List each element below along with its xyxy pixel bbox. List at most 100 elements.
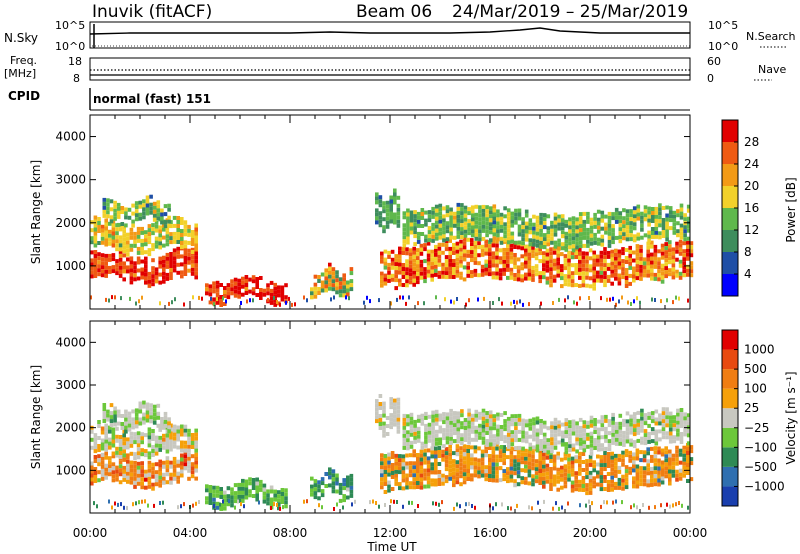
power-echo-cell xyxy=(621,275,625,280)
power-colorbar-cell xyxy=(722,120,738,142)
power-echo-cell xyxy=(419,263,424,268)
power-echo-cell xyxy=(622,236,626,241)
velocity-echo-cell xyxy=(503,427,507,432)
power-echo-cell xyxy=(570,251,575,256)
velocity-echo-cell xyxy=(180,457,184,462)
power-echo-cell xyxy=(387,254,391,259)
power-echo-cell xyxy=(416,215,421,220)
power-echo-cell xyxy=(116,222,121,227)
power-echo-cell xyxy=(599,250,604,255)
power-echo-cell xyxy=(140,267,144,272)
power-echo-cell xyxy=(593,220,597,225)
velocity-echo-cell xyxy=(444,467,449,472)
velocity-echo-cell xyxy=(603,467,607,471)
power-echo-cell xyxy=(549,283,553,288)
velocity-echo-cell xyxy=(600,443,605,448)
velocity-echo-cell xyxy=(124,421,128,426)
power-echo-cell xyxy=(394,270,398,275)
velocity-echo-cell xyxy=(676,420,680,425)
power-echo-cell xyxy=(328,278,332,283)
power-echo-cell xyxy=(176,240,180,244)
power-echo-cell xyxy=(516,277,521,282)
power-echo-cell xyxy=(131,219,135,224)
velocity-echo-cell xyxy=(628,458,632,463)
power-echo-cell xyxy=(97,221,101,225)
velocity-noise-cell xyxy=(681,503,683,508)
power-echo-cell xyxy=(169,276,173,280)
power-colorbar-tick-label: 16 xyxy=(744,201,759,215)
velocity-echo-cell xyxy=(686,441,691,446)
power-echo-cell xyxy=(126,248,130,253)
velocity-echo-cell xyxy=(129,435,134,440)
power-echo-cell xyxy=(118,269,123,274)
velocity-echo-cell xyxy=(629,422,633,427)
velocity-echo-cell xyxy=(115,438,119,443)
velocity-echo-cell xyxy=(441,449,445,454)
power-echo-cell xyxy=(138,204,143,209)
power-echo-cell xyxy=(448,258,452,263)
velocity-echo-cell xyxy=(118,460,123,465)
power-echo-cell xyxy=(682,257,686,262)
power-echo-cell xyxy=(624,248,629,252)
power-noise-cell xyxy=(609,297,611,302)
power-echo-cell xyxy=(187,268,191,273)
power-echo-cell xyxy=(427,230,432,235)
power-echo-cell xyxy=(600,226,605,231)
velocity-echo-cell xyxy=(387,456,391,461)
power-echo-cell xyxy=(416,256,420,261)
velocity-echo-cell xyxy=(496,436,500,441)
velocity-echo-cell xyxy=(557,432,561,437)
power-echo-cell xyxy=(442,218,446,223)
power-echo-cell xyxy=(470,225,475,230)
power-echo-cell xyxy=(679,231,684,236)
velocity-echo-cell xyxy=(556,487,560,492)
power-echo-cell xyxy=(430,257,434,262)
velocity-echo-cell xyxy=(632,476,636,481)
velocity-echo-cell xyxy=(596,447,601,452)
velocity-echo-cell xyxy=(382,409,386,414)
velocity-echo-cell xyxy=(402,437,407,442)
power-echo-cell xyxy=(672,214,677,219)
velocity-echo-cell xyxy=(585,463,589,468)
velocity-echo-cell xyxy=(335,473,339,478)
power-echo-cell xyxy=(111,265,116,270)
power-echo-cell xyxy=(431,222,435,227)
velocity-echo-cell xyxy=(635,468,640,473)
velocity-echo-cell xyxy=(144,477,148,482)
velocity-echo-cell xyxy=(402,433,407,438)
power-echo-cell xyxy=(614,276,618,281)
power-echo-cell xyxy=(409,214,414,219)
power-echo-cell xyxy=(142,215,146,220)
velocity-echo-cell xyxy=(542,444,547,449)
power-echo-cell xyxy=(437,242,442,247)
velocity-echo-cell xyxy=(266,497,270,502)
power-echo-cell xyxy=(502,271,506,276)
velocity-echo-cell xyxy=(427,414,432,419)
velocity-echo-cell xyxy=(563,464,568,469)
power-echo-cell xyxy=(578,212,583,217)
power-echo-cell xyxy=(266,291,270,296)
velocity-echo-cell xyxy=(502,457,506,462)
velocity-echo-cell xyxy=(430,450,434,455)
velocity-echo-cell xyxy=(481,416,486,421)
power-echo-cell xyxy=(503,230,507,235)
power-echo-cell xyxy=(491,263,496,268)
power-echo-cell xyxy=(596,258,600,263)
power-echo-cell xyxy=(521,217,525,222)
power-echo-cell xyxy=(664,246,668,251)
velocity-echo-cell xyxy=(426,472,431,477)
velocity-echo-cell xyxy=(611,412,615,417)
velocity-echo-cell xyxy=(506,467,510,472)
power-echo-cell xyxy=(603,267,607,272)
power-echo-cell xyxy=(434,204,439,209)
power-echo-cell xyxy=(552,266,557,271)
velocity-echo-cell xyxy=(419,473,424,478)
velocity-echo-cell xyxy=(390,451,395,455)
velocity-echo-cell xyxy=(546,446,551,451)
velocity-echo-cell xyxy=(625,423,630,428)
velocity-echo-cell xyxy=(90,437,94,442)
power-echo-cell xyxy=(657,277,661,282)
velocity-echo-cell xyxy=(603,475,607,479)
velocity-echo-cell xyxy=(665,419,669,424)
power-noise-cell xyxy=(540,301,542,306)
